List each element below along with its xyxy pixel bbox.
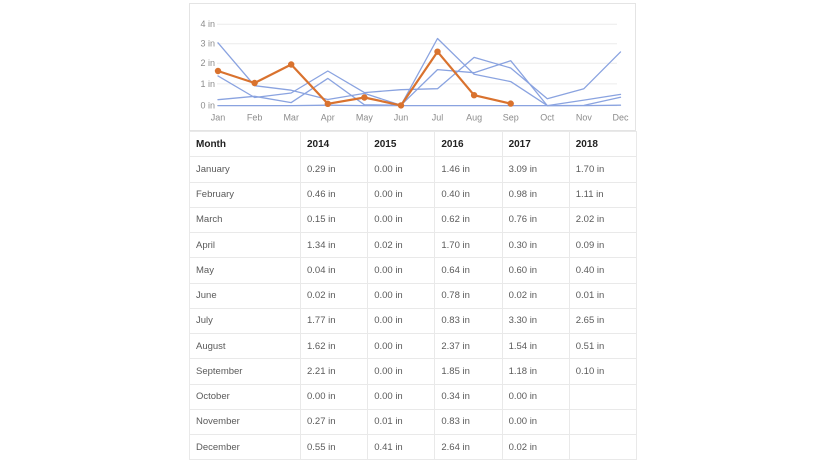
- svg-text:Feb: Feb: [247, 113, 263, 123]
- svg-text:Mar: Mar: [283, 113, 299, 123]
- svg-text:Jun: Jun: [394, 113, 409, 123]
- svg-text:Apr: Apr: [321, 113, 335, 123]
- svg-text:Dec: Dec: [612, 113, 629, 123]
- svg-text:2 in: 2 in: [200, 58, 215, 68]
- svg-text:Jul: Jul: [432, 113, 444, 123]
- svg-text:Nov: Nov: [576, 113, 593, 123]
- svg-text:Oct: Oct: [540, 113, 555, 123]
- svg-text:Aug: Aug: [466, 113, 482, 123]
- svg-text:4 in: 4 in: [200, 19, 215, 29]
- svg-text:May: May: [356, 113, 374, 123]
- svg-text:0 in: 0 in: [200, 101, 215, 111]
- svg-text:3 in: 3 in: [200, 39, 215, 49]
- svg-text:1 in: 1 in: [200, 79, 215, 89]
- svg-text:Jan: Jan: [211, 113, 226, 123]
- svg-text:Sep: Sep: [503, 113, 519, 123]
